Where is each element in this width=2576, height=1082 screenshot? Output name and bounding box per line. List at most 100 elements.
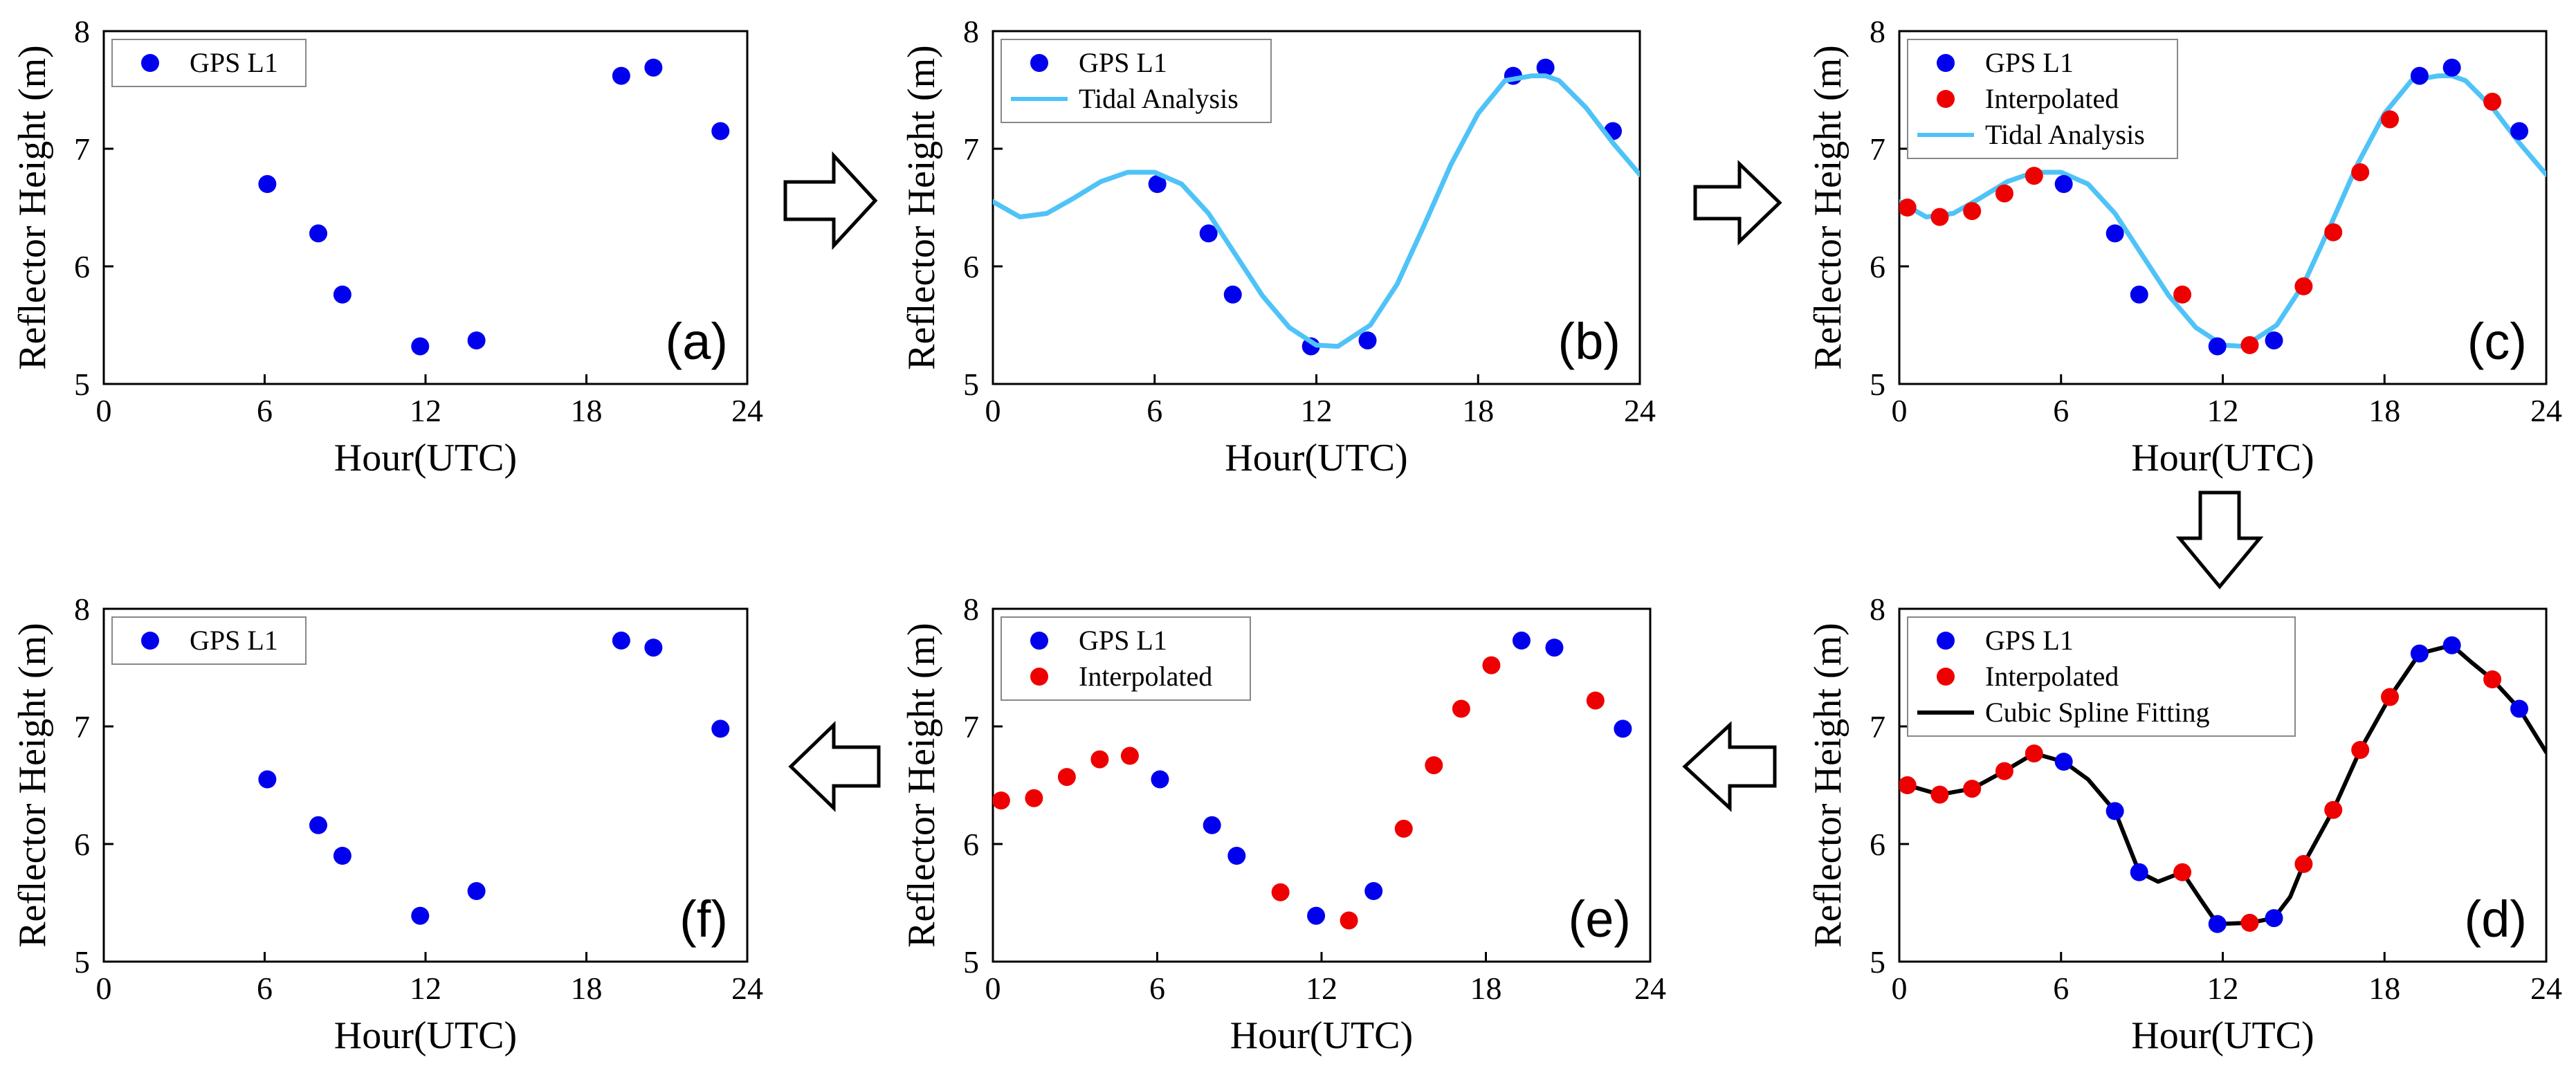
data-point-interpolated (1963, 202, 1982, 221)
data-point-interpolated (1899, 776, 1917, 794)
y-axis-title: Reflector Height (m) (11, 623, 54, 948)
legend: GPS L1 (111, 39, 307, 87)
data-point-gps (1358, 331, 1377, 350)
data-point-interpolated (2483, 93, 2502, 111)
x-tick-label: 12 (2207, 393, 2239, 428)
data-point-gps (711, 719, 730, 738)
data-point-gps (2208, 337, 2227, 356)
x-axis-title: Hour(UTC) (2131, 1014, 2314, 1057)
y-tick-label: 5 (963, 944, 979, 980)
legend-box (1001, 616, 1251, 701)
data-point-gps (1227, 847, 1246, 865)
panel-a: 0 6 12 18 24 5 6 7 8 Hour(UTC) Reflector Height (m… (11, 14, 763, 479)
data-point-interpolated (1586, 691, 1605, 710)
x-tick-label: 24 (1624, 393, 1656, 428)
x-tick-label: 24 (2530, 393, 2562, 428)
data-point-gps (1307, 906, 1326, 925)
x-axis-title: Hour(UTC) (334, 437, 517, 479)
legend-marker-swatch (1937, 90, 1955, 108)
data-point-interpolated (1340, 911, 1358, 930)
y-tick-label: 7 (74, 709, 90, 744)
legend-label: GPS L1 (1079, 625, 1167, 656)
data-point-gps (258, 175, 277, 193)
x-tick-label: 6 (257, 971, 273, 1006)
legend: GPS L1 Interpolated Tidal Analysis (1907, 39, 2178, 159)
data-point-interpolated (1482, 656, 1501, 675)
data-point-interpolated (2351, 163, 2370, 181)
data-point-gps (1151, 770, 1169, 789)
data-point-gps (467, 331, 486, 350)
x-tick-label: 6 (1147, 393, 1162, 428)
x-axis-title: Hour(UTC) (334, 1014, 517, 1057)
x-tick-label: 24 (1634, 971, 1666, 1006)
data-point-gps (612, 66, 630, 85)
y-tick-label: 8 (963, 592, 979, 627)
y-tick-label: 7 (1870, 709, 1885, 744)
legend-label: GPS L1 (1985, 47, 2074, 78)
y-axis-title: Reflector Height (m) (900, 45, 943, 370)
x-tick-label: 18 (2368, 393, 2400, 428)
data-point-interpolated (2240, 336, 2259, 354)
y-tick-label: 6 (1870, 827, 1885, 862)
x-tick-label: 12 (410, 393, 441, 428)
data-point-interpolated (1899, 199, 1917, 217)
data-point-gps (2208, 915, 2227, 933)
data-point-gps (2130, 863, 2148, 881)
data-point-gps (1512, 631, 1531, 650)
data-point-gps (612, 631, 630, 650)
y-tick-label: 8 (1870, 592, 1885, 627)
x-axis-title: Hour(UTC) (1230, 1014, 1413, 1057)
data-point-interpolated (1394, 819, 1413, 838)
panel-d: 0 6 12 18 24 5 6 7 8 Hour(UTC) Reflector Height (m… (1807, 592, 2562, 1057)
panel-c: 0 6 12 18 24 5 6 7 8 Hour(UTC) Reflector Height (m… (1807, 14, 2562, 479)
x-axis-title: Hour(UTC) (2131, 437, 2314, 479)
x-tick-label: 12 (1301, 393, 1333, 428)
legend-marker-swatch (1030, 632, 1048, 650)
x-tick-label: 6 (2053, 971, 2069, 1006)
data-point-gps (1614, 719, 1632, 738)
data-point-gps (2265, 909, 2283, 928)
legend-label: Tidal Analysis (1079, 83, 1239, 114)
x-tick-label: 12 (1306, 971, 1337, 1006)
x-tick-label: 0 (1892, 393, 1908, 428)
data-layer (258, 58, 730, 356)
data-point-gps (1545, 639, 1564, 657)
y-tick-label: 7 (74, 131, 90, 167)
data-point-interpolated (1930, 208, 1949, 226)
y-tick-label: 6 (74, 249, 90, 284)
y-tick-label: 8 (74, 592, 90, 627)
panel-label: (a) (666, 313, 728, 370)
legend-box (1001, 39, 1272, 123)
legend: GPS L1 Tidal Analysis (1001, 39, 1272, 123)
data-point-gps (2130, 285, 2148, 304)
x-tick-label: 18 (1462, 393, 1494, 428)
y-tick-label: 6 (963, 249, 979, 284)
data-point-gps (2510, 699, 2529, 718)
data-point-interpolated (2381, 688, 2400, 706)
y-axis-title: Reflector Height (m) (900, 623, 943, 948)
data-point-gps (1536, 58, 1555, 77)
data-point-interpolated (1090, 750, 1109, 769)
data-point-gps (333, 847, 351, 865)
x-tick-label: 0 (985, 393, 1001, 428)
legend-label: Interpolated (1079, 661, 1212, 692)
data-point-interpolated (1425, 756, 1443, 775)
data-point-interpolated (1057, 768, 1076, 787)
legend-label: Cubic Spline Fitting (1985, 697, 2209, 728)
data-point-interpolated (993, 791, 1010, 810)
y-tick-label: 5 (1870, 367, 1885, 402)
legend-marker-swatch (1030, 668, 1048, 686)
x-tick-label: 18 (571, 971, 603, 1006)
data-point-gps (2442, 58, 2461, 77)
data-point-interpolated (2324, 223, 2343, 241)
x-tick-label: 6 (2053, 393, 2069, 428)
x-tick-label: 24 (731, 393, 763, 428)
data-point-interpolated (2173, 285, 2192, 304)
panel-b: 0 6 12 18 24 5 6 7 8 Hour(UTC) Reflector Height (m… (900, 14, 1656, 479)
data-point-interpolated (1995, 762, 2013, 780)
data-point-interpolated (2025, 744, 2043, 763)
data-layer (1899, 58, 2546, 356)
x-axis-title: Hour(UTC) (1225, 437, 1407, 479)
x-tick-label: 24 (731, 971, 763, 1006)
